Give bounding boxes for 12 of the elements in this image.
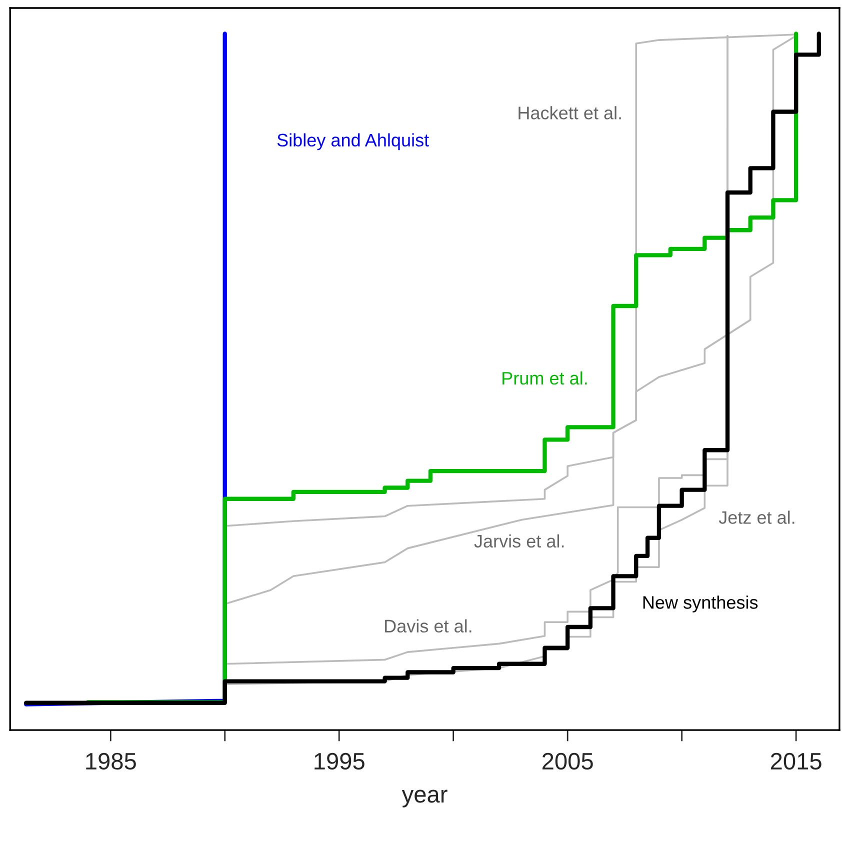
x-tick-label: 2005	[542, 752, 593, 770]
series-label: Prum et al.	[502, 371, 587, 385]
series-label: Davis et al.	[385, 619, 472, 633]
series-label: New synthesis	[643, 596, 758, 612]
series-label: Jetz et al.	[718, 510, 794, 524]
x-tick-label: 2015	[770, 752, 822, 770]
series-label: Jarvis et al.	[474, 534, 564, 548]
text: Sibley and Ahlquist	[277, 133, 429, 150]
x-tick-label: 1985	[86, 752, 136, 770]
x-axis-title: year	[402, 790, 448, 808]
series-label: Hackett et al.	[518, 106, 621, 120]
x-tick-label: 1995	[314, 752, 364, 770]
